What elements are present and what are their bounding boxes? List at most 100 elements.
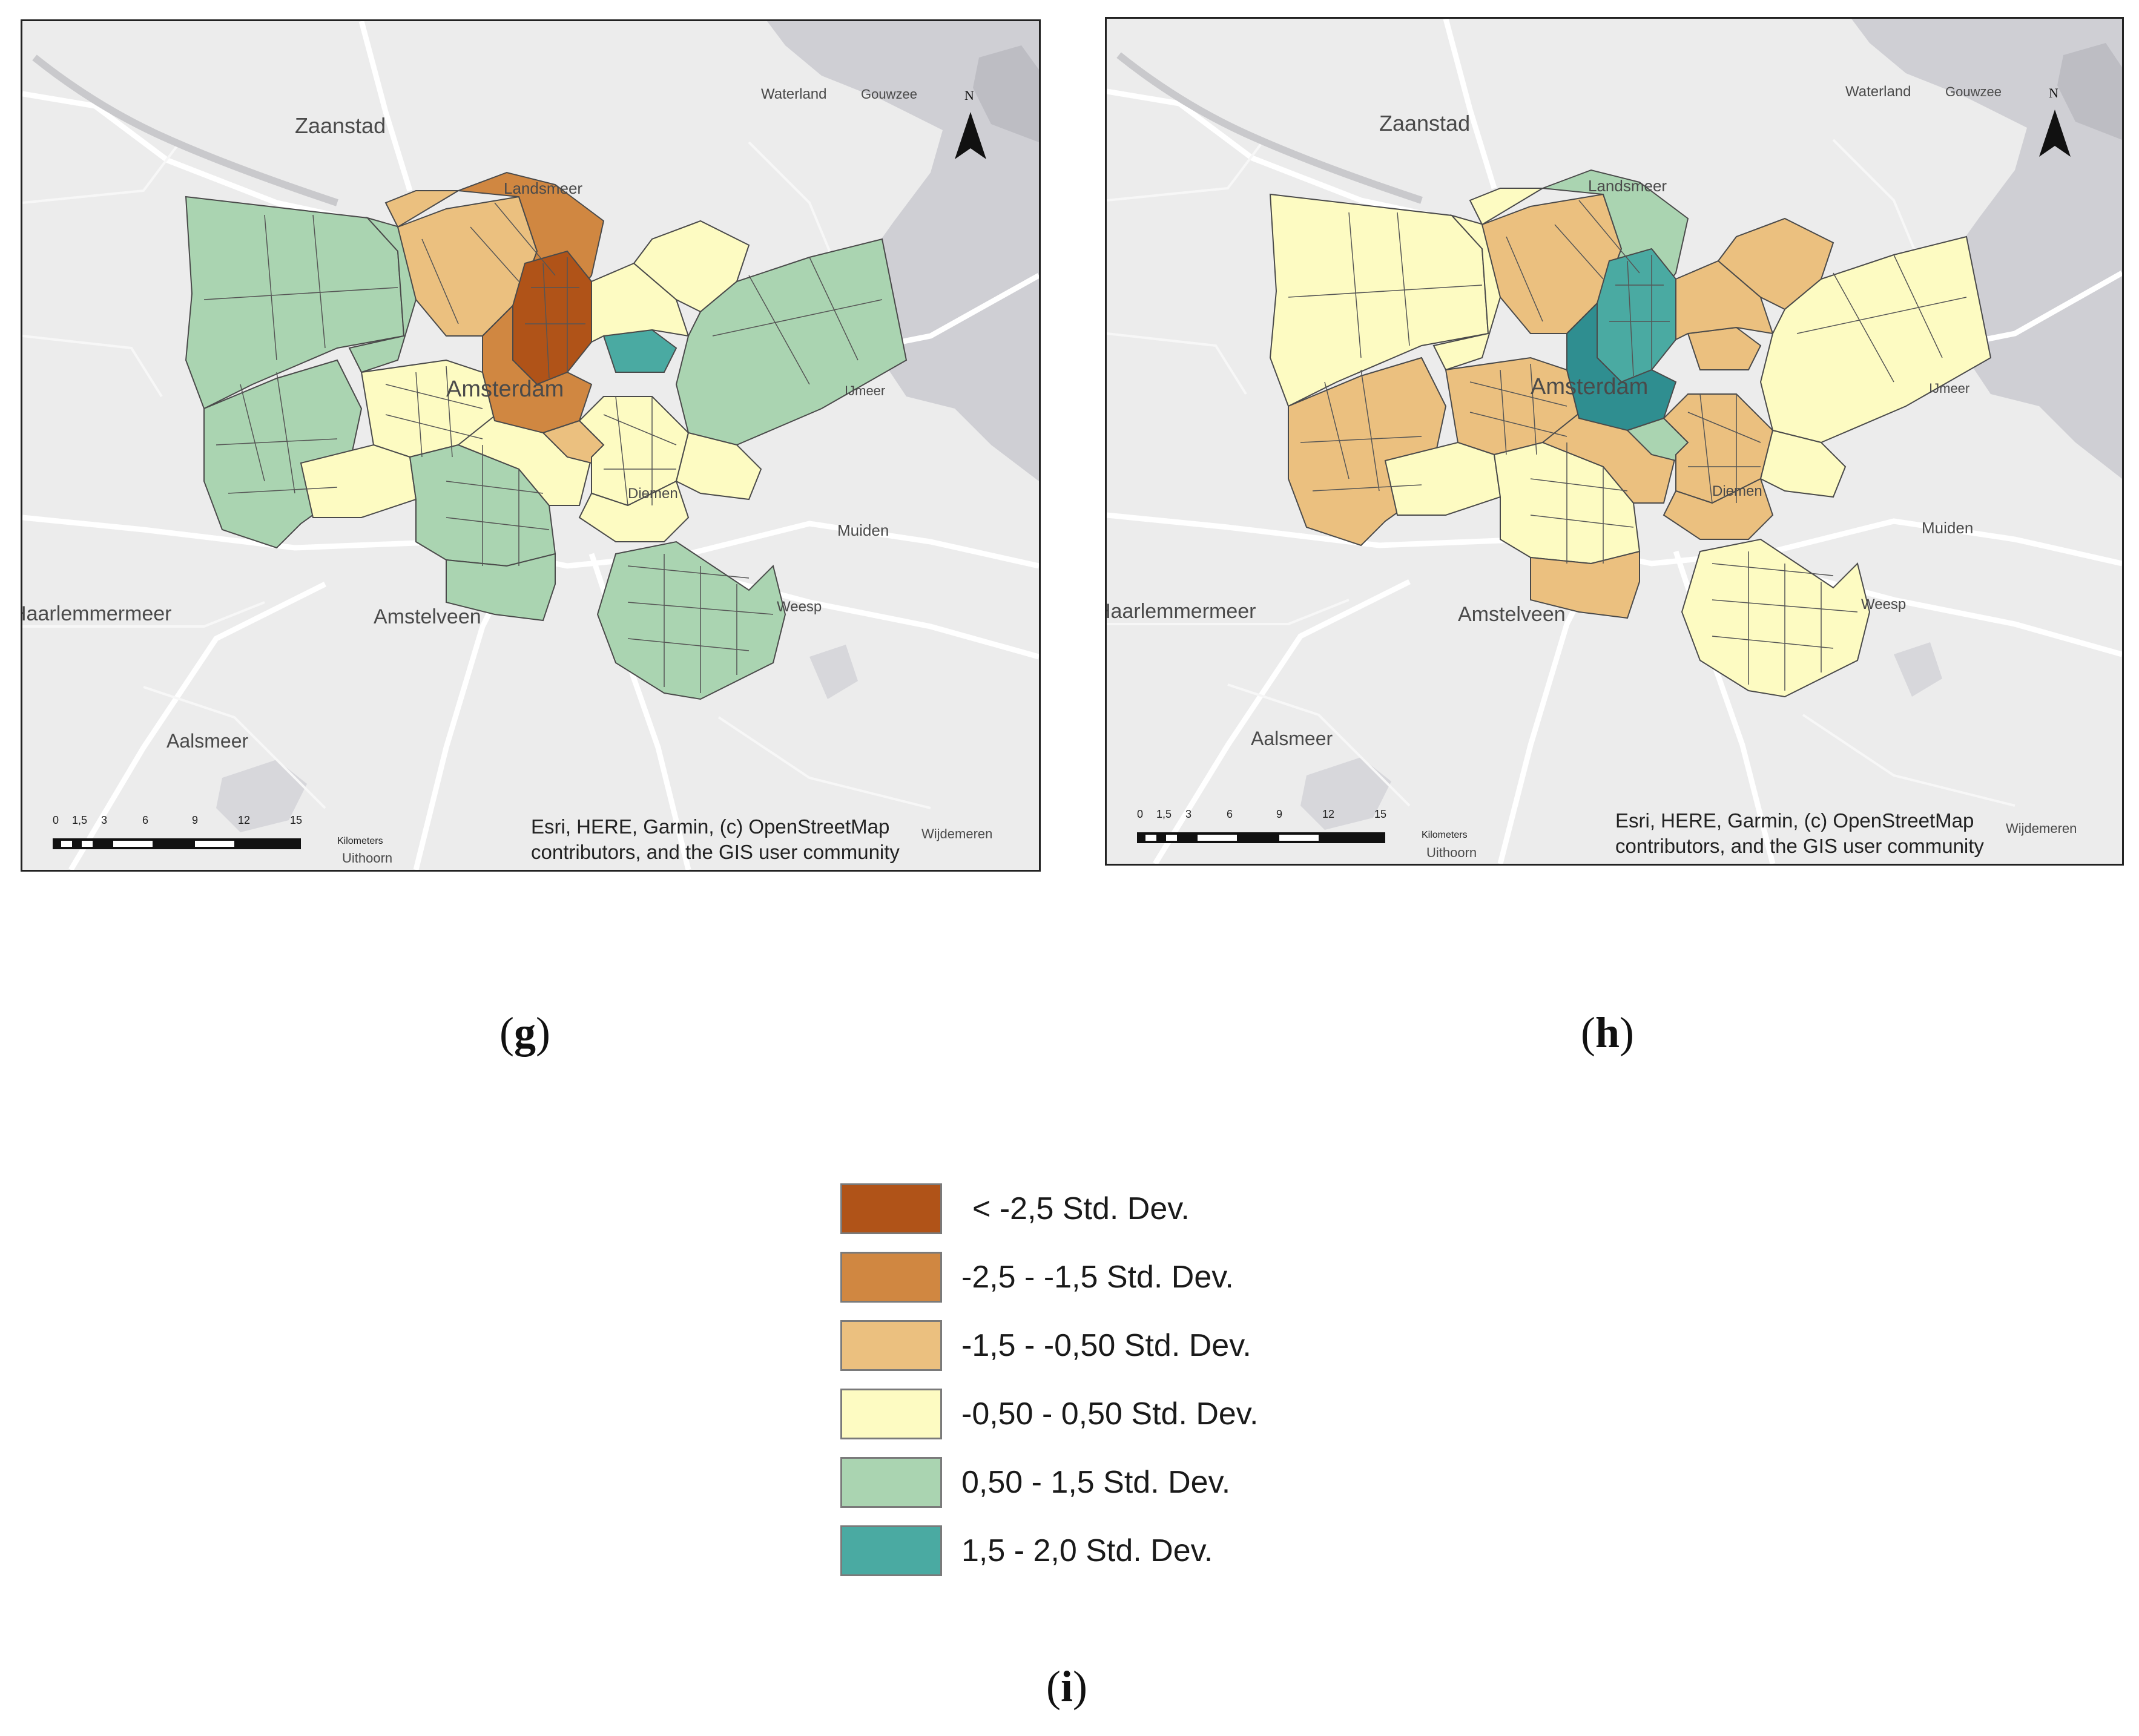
scale-tick: 0 (1137, 808, 1144, 820)
place-label-ijmeer: IJmeer (1929, 381, 1969, 396)
district-buitenveldert (446, 553, 556, 622)
scale-tick: 3 (1185, 808, 1192, 820)
basemap-minor-roads (1107, 139, 2015, 807)
lake-small (1894, 642, 1942, 697)
district-noord-north-yellow (633, 220, 750, 313)
scale-tick: 0 (53, 814, 59, 826)
attribution-line: Esri, HERE, Garmin, (c) OpenStreetMap (1615, 809, 1974, 832)
scale-bar (53, 838, 301, 849)
panel-label-i: (i) (1046, 1662, 1087, 1711)
district-zaanstad-edge (1469, 188, 1545, 226)
district-noord-teal (602, 329, 677, 373)
scale-tick: 15 (1374, 808, 1387, 820)
attribution-line: contributors, and the GIS user community (531, 841, 900, 863)
scale-ticks-g: 0 1,5 3 6 9 12 15 (53, 814, 343, 830)
amsterdam-districts-g (185, 171, 908, 700)
place-label-haarlemmermeer: Haarlemmermeer (22, 602, 172, 625)
noordzeekanaal (32, 54, 338, 206)
panel-label-g: (g) (499, 1008, 550, 1057)
place-label-ijmeer: IJmeer (845, 383, 885, 398)
neighbourhood-grid-g (203, 202, 883, 693)
place-label-wijdemeren: Wijdemeren (921, 826, 992, 841)
place-label-landsmeer: Landsmeer (1588, 177, 1667, 195)
noordzeekanaal (1116, 52, 1423, 204)
north-arrow-icon: N (2039, 85, 2071, 157)
attribution-line: contributors, and the GIS user community (1615, 835, 1984, 857)
district-watergraafsmeer (1663, 478, 1774, 540)
neighbourhood-grid-h (1288, 200, 1967, 691)
district-centrum-core (1566, 301, 1677, 432)
legend-label: -2,5 - -1,5 Std. Dev. (961, 1260, 1234, 1295)
place-label-waterland: Waterland (1845, 84, 1911, 100)
legend-item: -1,5 - -0,50 Std. Dev. (840, 1320, 1385, 1372)
legend-label: -0,50 - 0,50 Std. Dev. (961, 1396, 1259, 1432)
district-noord-north (1717, 217, 1834, 311)
place-label-landsmeer: Landsmeer (504, 179, 582, 197)
map-canvas-h: Zaanstad Waterland Gouwzee Landsmeer Ams… (1107, 19, 2122, 864)
district-zuidoost (1681, 538, 1871, 698)
legend-item: 0,50 - 1,5 Std. Dev. (840, 1457, 1385, 1509)
scale-tick: 6 (1227, 808, 1233, 820)
place-label-amsterdam: Amsterdam (1531, 374, 1648, 399)
basemap-minor-roads (22, 141, 931, 809)
scale-tick: 3 (101, 814, 108, 826)
markermeer-water (2057, 43, 2122, 140)
legend-item: 1,5 - 2,0 Std. Dev. (840, 1525, 1385, 1577)
map-panel-h: Zaanstad Waterland Gouwzee Landsmeer Ams… (1105, 17, 2124, 866)
north-arrow-label: N (964, 88, 974, 103)
scale-tick: 12 (238, 814, 251, 826)
district-zuidoost-green (596, 541, 786, 700)
scale-bar (1137, 832, 1385, 843)
scale-tick: 9 (1276, 808, 1283, 820)
place-label-zaanstad: Zaanstad (1379, 111, 1470, 136)
map-canvas-g: Zaanstad Waterland Gouwzee Landsmeer Ams… (22, 21, 1039, 870)
district-buitenveldert (1530, 550, 1640, 619)
place-label-gouwzee: Gouwzee (861, 87, 917, 102)
markermeer-water (973, 45, 1039, 142)
map-panel-g: Zaanstad Waterland Gouwzee Landsmeer Ams… (21, 19, 1041, 872)
legend-item: -0,50 - 0,50 Std. Dev. (840, 1389, 1385, 1441)
place-label-weesp: Weesp (777, 599, 822, 615)
amsterdam-districts-h (1269, 169, 1992, 698)
place-label-diemen: Diemen (628, 485, 678, 502)
place-label-zaanstad: Zaanstad (295, 113, 386, 138)
district-noord-east-green (675, 238, 908, 446)
place-label-aalsmeer: Aalsmeer (1251, 728, 1333, 749)
legend-swatch (840, 1457, 942, 1508)
place-label-uithoorn: Uithoorn (342, 850, 392, 866)
legend-label: -1,5 - -0,50 Std. Dev. (961, 1328, 1251, 1363)
legend-item: -2,5 - -1,5 Std. Dev. (840, 1252, 1385, 1304)
legend-swatch (840, 1389, 942, 1439)
attribution-h: Esri, HERE, Garmin, (c) OpenStreetMap co… (1615, 808, 1984, 859)
panel-letter: h (1595, 1008, 1620, 1057)
place-label-waterland: Waterland (761, 86, 827, 102)
place-label-wijdemeren: Wijdemeren (2006, 821, 2077, 836)
lake-westeinder (216, 760, 307, 832)
scale-unit-g: Kilometers (337, 836, 383, 846)
scale-tick: 15 (290, 814, 303, 826)
attribution-g: Esri, HERE, Garmin, (c) OpenStreetMap co… (531, 814, 900, 865)
legend-swatch (840, 1320, 942, 1371)
scale-tick: 1,5 (72, 814, 88, 826)
district-ijburg-yellow (675, 432, 762, 501)
panel-label-h: (h) (1581, 1008, 1635, 1057)
place-label-diemen: Diemen (1712, 483, 1762, 499)
place-label-haarlemmermeer: Haarlemmermeer (1107, 600, 1256, 623)
attribution-line: Esri, HERE, Garmin, (c) OpenStreetMap (531, 815, 890, 838)
scale-tick: 1,5 (1156, 808, 1172, 820)
district-zaanstad-orange (384, 190, 461, 228)
place-label-aalsmeer: Aalsmeer (166, 730, 249, 752)
district-centrum-mid (482, 304, 593, 434)
place-label-gouwzee: Gouwzee (1945, 84, 2002, 99)
place-label-amstelveen: Amstelveen (374, 605, 481, 628)
place-label-muiden: Muiden (837, 521, 889, 539)
north-arrow-label: N (2049, 85, 2058, 100)
place-label-amsterdam: Amsterdam (446, 376, 564, 402)
place-label-uithoorn: Uithoorn (1426, 845, 1477, 860)
legend-label: 1,5 - 2,0 Std. Dev. (961, 1533, 1213, 1568)
place-label-amstelveen: Amstelveen (1458, 603, 1566, 626)
scale-unit-h: Kilometers (1422, 830, 1468, 840)
scale-tick: 12 (1322, 808, 1335, 820)
place-label-weesp: Weesp (1861, 596, 1906, 613)
lake-small (809, 645, 858, 699)
